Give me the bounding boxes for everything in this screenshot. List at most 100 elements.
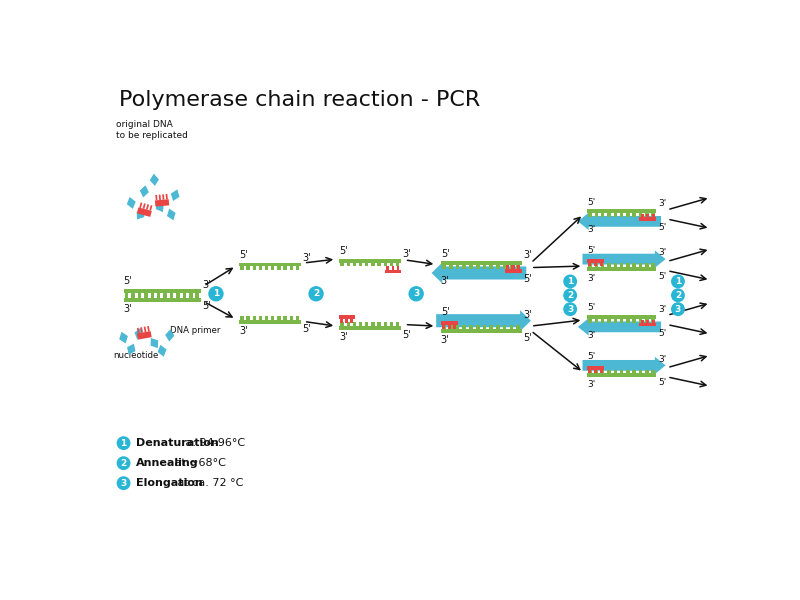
FancyBboxPatch shape — [601, 370, 605, 373]
FancyBboxPatch shape — [397, 266, 399, 269]
FancyBboxPatch shape — [449, 265, 453, 269]
FancyBboxPatch shape — [383, 263, 387, 266]
Polygon shape — [155, 195, 158, 200]
FancyBboxPatch shape — [253, 316, 256, 320]
FancyBboxPatch shape — [441, 329, 522, 332]
FancyBboxPatch shape — [517, 265, 520, 269]
FancyBboxPatch shape — [157, 293, 161, 297]
FancyBboxPatch shape — [371, 263, 374, 266]
FancyBboxPatch shape — [607, 213, 610, 217]
Text: 1: 1 — [675, 277, 681, 286]
FancyBboxPatch shape — [516, 325, 520, 329]
FancyBboxPatch shape — [482, 265, 486, 269]
Text: 5': 5' — [587, 246, 595, 255]
FancyBboxPatch shape — [278, 316, 281, 320]
FancyBboxPatch shape — [144, 293, 148, 297]
FancyBboxPatch shape — [441, 261, 522, 265]
Text: nucleotide: nucleotide — [113, 351, 158, 360]
FancyBboxPatch shape — [482, 325, 486, 329]
FancyBboxPatch shape — [138, 293, 142, 298]
Text: 2: 2 — [675, 291, 681, 300]
Text: 5': 5' — [587, 197, 595, 206]
FancyBboxPatch shape — [607, 319, 610, 323]
FancyBboxPatch shape — [456, 265, 459, 269]
FancyBboxPatch shape — [620, 319, 623, 323]
Text: 5': 5' — [658, 223, 666, 232]
FancyBboxPatch shape — [290, 266, 293, 270]
Text: 2: 2 — [313, 289, 319, 298]
Circle shape — [563, 302, 577, 316]
FancyBboxPatch shape — [469, 265, 473, 269]
Polygon shape — [126, 197, 136, 209]
FancyBboxPatch shape — [620, 370, 623, 373]
FancyBboxPatch shape — [587, 366, 604, 370]
FancyBboxPatch shape — [614, 263, 617, 267]
FancyBboxPatch shape — [240, 266, 244, 270]
FancyBboxPatch shape — [123, 298, 201, 302]
FancyBboxPatch shape — [170, 293, 174, 298]
FancyBboxPatch shape — [645, 319, 649, 323]
FancyBboxPatch shape — [353, 263, 356, 266]
FancyBboxPatch shape — [258, 316, 262, 320]
FancyBboxPatch shape — [131, 293, 134, 298]
FancyBboxPatch shape — [271, 266, 274, 270]
FancyBboxPatch shape — [639, 217, 656, 221]
FancyBboxPatch shape — [626, 263, 630, 267]
Text: Annealing: Annealing — [136, 458, 198, 468]
FancyBboxPatch shape — [588, 263, 592, 267]
FancyBboxPatch shape — [587, 259, 604, 263]
Polygon shape — [156, 202, 164, 212]
Circle shape — [671, 302, 685, 316]
FancyBboxPatch shape — [607, 370, 610, 373]
Polygon shape — [119, 332, 128, 343]
Text: DNA primer: DNA primer — [170, 326, 220, 335]
Text: at ~68°C: at ~68°C — [170, 458, 226, 468]
FancyBboxPatch shape — [283, 266, 287, 270]
Circle shape — [671, 289, 685, 302]
Polygon shape — [139, 202, 142, 208]
Polygon shape — [155, 199, 170, 206]
Text: 3': 3' — [441, 277, 450, 286]
FancyBboxPatch shape — [442, 265, 446, 269]
Polygon shape — [162, 194, 164, 200]
FancyBboxPatch shape — [189, 293, 193, 298]
FancyBboxPatch shape — [189, 293, 193, 297]
FancyBboxPatch shape — [496, 265, 500, 269]
Text: 5': 5' — [523, 274, 532, 284]
FancyBboxPatch shape — [390, 263, 393, 266]
FancyBboxPatch shape — [456, 325, 459, 329]
Polygon shape — [142, 203, 146, 209]
FancyBboxPatch shape — [441, 321, 458, 325]
Text: 3': 3' — [302, 253, 311, 263]
FancyArrow shape — [582, 250, 666, 268]
FancyBboxPatch shape — [442, 325, 445, 329]
FancyBboxPatch shape — [131, 293, 134, 297]
Text: 3': 3' — [658, 305, 666, 314]
FancyBboxPatch shape — [646, 214, 650, 217]
FancyBboxPatch shape — [157, 293, 161, 298]
Text: 3': 3' — [523, 310, 532, 320]
FancyBboxPatch shape — [588, 213, 592, 217]
Text: 2: 2 — [121, 458, 126, 467]
FancyBboxPatch shape — [365, 263, 369, 266]
Text: 5': 5' — [658, 329, 666, 338]
Circle shape — [563, 275, 577, 289]
Polygon shape — [146, 204, 149, 210]
Text: 3': 3' — [523, 250, 532, 260]
FancyBboxPatch shape — [652, 214, 655, 217]
FancyBboxPatch shape — [601, 213, 605, 217]
FancyBboxPatch shape — [359, 263, 362, 266]
Text: 3': 3' — [587, 380, 595, 389]
Polygon shape — [144, 326, 146, 332]
FancyBboxPatch shape — [516, 265, 520, 269]
FancyBboxPatch shape — [651, 370, 655, 373]
FancyBboxPatch shape — [239, 263, 301, 266]
FancyBboxPatch shape — [626, 213, 630, 217]
FancyBboxPatch shape — [138, 293, 142, 297]
FancyBboxPatch shape — [163, 293, 167, 297]
FancyBboxPatch shape — [346, 319, 348, 323]
FancyBboxPatch shape — [176, 293, 180, 298]
FancyBboxPatch shape — [587, 267, 656, 271]
FancyBboxPatch shape — [182, 293, 186, 297]
Polygon shape — [127, 344, 135, 355]
